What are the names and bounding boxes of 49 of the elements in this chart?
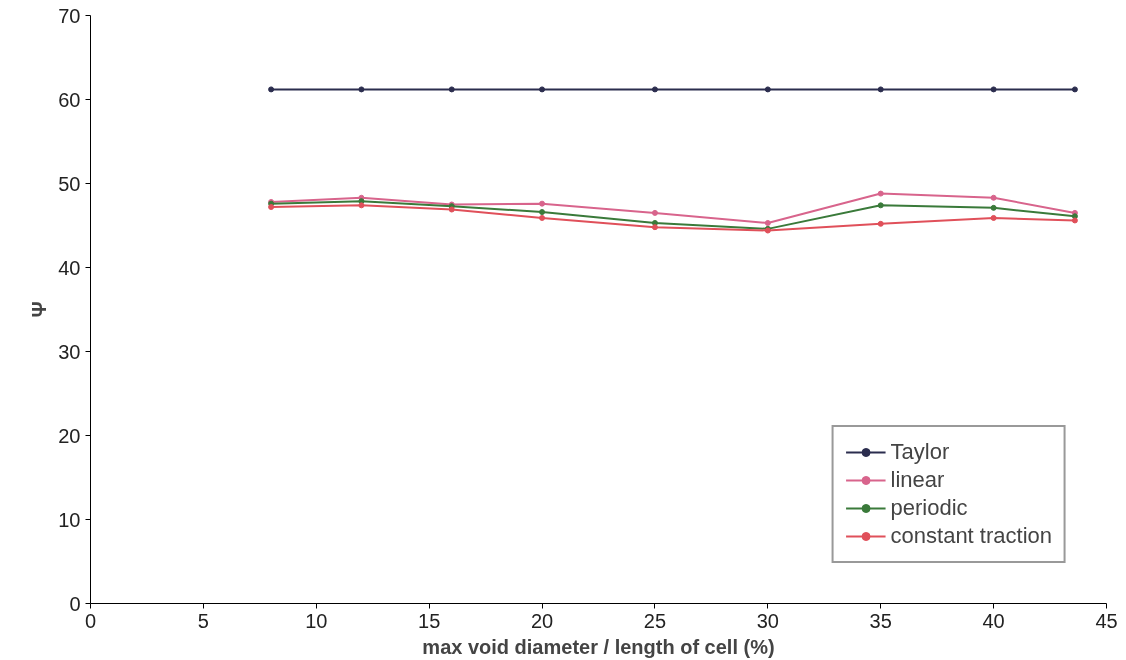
legend-label: linear xyxy=(890,467,945,493)
point xyxy=(764,86,771,93)
point xyxy=(539,209,546,216)
x-tick-label: 25 xyxy=(643,609,667,632)
point xyxy=(358,202,365,209)
point xyxy=(990,204,997,211)
y-tick-label: 20 xyxy=(58,424,81,447)
x-axis-title: max void diameter / length of cell (%) xyxy=(422,635,775,658)
legend-label: constant traction xyxy=(890,523,1052,549)
y-axis-title: Ψ xyxy=(28,301,51,318)
x-tick-label: 20 xyxy=(530,609,554,632)
point xyxy=(651,86,658,93)
point xyxy=(1071,213,1078,220)
point xyxy=(268,204,275,211)
x-tick-label: 35 xyxy=(869,609,892,632)
y-tick-label: 70 xyxy=(58,4,81,27)
y-tick-label: 0 xyxy=(69,592,81,615)
legend-label: periodic xyxy=(890,495,968,521)
point xyxy=(877,220,884,227)
point xyxy=(358,86,365,93)
x-tick-label: 0 xyxy=(84,609,97,632)
x-tick-label: 40 xyxy=(982,609,1005,632)
point xyxy=(990,86,997,93)
point xyxy=(877,86,884,93)
y-tick-label: 30 xyxy=(58,340,81,363)
x-tick-label: 5 xyxy=(197,609,209,632)
point xyxy=(448,86,455,93)
point xyxy=(268,86,275,93)
y-tick-label: 40 xyxy=(58,256,81,279)
point xyxy=(539,214,546,221)
point xyxy=(764,219,771,226)
point xyxy=(990,214,997,221)
legend-label: Taylor xyxy=(890,439,950,465)
point xyxy=(990,194,997,201)
point xyxy=(877,190,884,197)
y-tick-label: 50 xyxy=(58,172,81,195)
point xyxy=(651,209,658,216)
x-tick-label: 10 xyxy=(305,609,328,632)
point xyxy=(877,202,884,209)
point xyxy=(651,224,658,231)
y-tick-label: 60 xyxy=(58,88,81,111)
point xyxy=(1071,86,1078,93)
y-tick-label: 10 xyxy=(58,508,81,531)
point xyxy=(539,86,546,93)
point xyxy=(1071,217,1078,224)
point xyxy=(539,200,546,207)
x-tick-label: 15 xyxy=(418,609,441,632)
x-tick-label: 30 xyxy=(756,609,779,632)
x-tick-label: 45 xyxy=(1095,609,1118,632)
